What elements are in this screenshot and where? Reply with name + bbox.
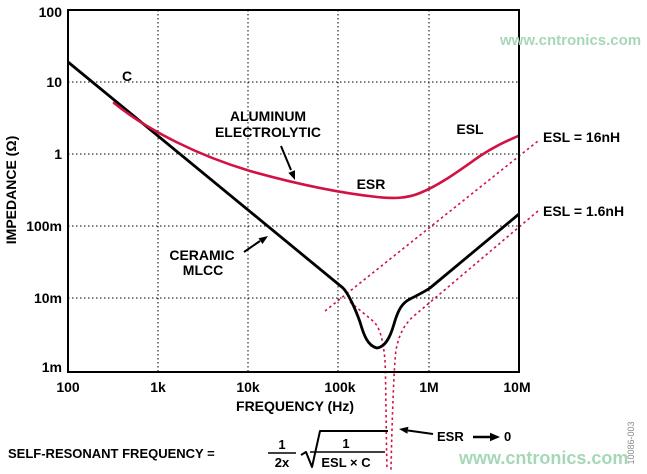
y-tick-1: 1: [54, 146, 62, 162]
label-esl-1-6nh: ESL = 1.6nH: [543, 203, 624, 219]
formula-frac1-numerator: 1: [278, 437, 285, 452]
label-ceramic-line2: MLCC: [183, 262, 223, 278]
esr-zero-arrowhead-icon: [399, 426, 409, 434]
watermark-bottom: www.cntronics.com: [458, 448, 628, 468]
label-aluminum-line2: ELECTROLYTIC: [215, 124, 321, 140]
esr-zero-annotation: ESR 0: [399, 426, 511, 444]
self-resonant-frequency-formula: SELF-RESONANT FREQUENCY = 1 2x 1 ESL × C: [8, 430, 388, 470]
esl-16nh-dotted-line: [324, 140, 539, 312]
label-esr-zero-suffix: 0: [504, 429, 511, 444]
y-tick-100: 100: [39, 4, 63, 20]
y-tick-10: 10: [46, 74, 62, 90]
label-ceramic-line1: CERAMIC: [169, 247, 234, 263]
grid-lines: [68, 10, 519, 372]
x-tick-100: 100: [56, 379, 80, 395]
label-esr-zero-prefix: ESR: [437, 429, 464, 444]
formula-frac1-denominator: 2x: [275, 455, 290, 470]
ceramic-arrow: [243, 236, 268, 253]
y-tick-10m: 10m: [34, 290, 62, 306]
esr-zero-arrow-icon: [490, 432, 500, 442]
esl-1p6nh-dotted-line: [390, 210, 539, 471]
label-esl-16nh: ESL = 16nH: [543, 129, 620, 145]
x-tick-1M: 1M: [419, 379, 438, 395]
watermark-top: www.cntronics.com: [499, 32, 641, 49]
radical-sign-icon: [300, 430, 388, 468]
x-axis-ticks: 100 1k 10k 100k 1M 10M: [56, 379, 530, 395]
label-c: C: [122, 68, 132, 84]
y-tick-100m: 100m: [26, 218, 62, 234]
aluminum-electrolytic-curve: [112, 101, 520, 200]
x-tick-10M: 10M: [503, 379, 530, 395]
x-axis-title: FREQUENCY (Hz): [236, 398, 354, 414]
figure-id: 10086-003: [626, 421, 636, 464]
x-tick-1k: 1k: [150, 379, 166, 395]
x-tick-10k: 10k: [236, 379, 260, 395]
formula-frac2-denominator: ESL × C: [321, 455, 371, 470]
x-tick-100k: 100k: [324, 379, 355, 395]
label-esl: ESL: [456, 121, 484, 137]
aluminum-arrow: [280, 145, 295, 180]
y-axis-ticks: 100 10 1 100m 10m 1m: [26, 4, 62, 375]
y-axis-title: IMPEDANCE (Ω): [3, 136, 19, 244]
ceramic-mlcc-curve: [67, 60, 520, 350]
plot-frame: [67, 9, 520, 373]
formula-frac2-numerator: 1: [342, 436, 349, 451]
y-tick-1m: 1m: [42, 359, 62, 375]
label-esr: ESR: [357, 176, 386, 192]
label-aluminum-line1: ALUMINUM: [230, 108, 306, 124]
formula-lhs: SELF-RESONANT FREQUENCY =: [8, 446, 215, 461]
